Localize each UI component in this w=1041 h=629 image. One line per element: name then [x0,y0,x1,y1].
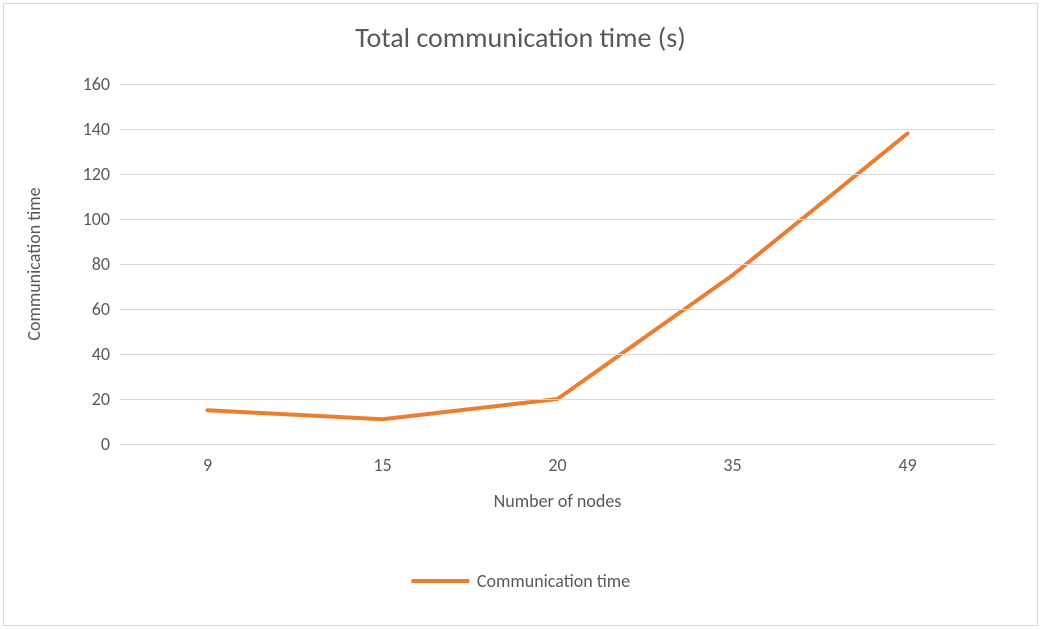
x-tick-label: 20 [548,454,566,476]
gridline [120,219,995,220]
x-tick-label: 35 [723,454,741,476]
chart-container: Total communication time (s) Communicati… [0,0,1041,629]
y-axis-title: Communication time [23,187,45,340]
y-tick-label: 0 [70,433,110,455]
gridline [120,399,995,400]
x-tick-label: 9 [203,454,212,476]
gridline [120,174,995,175]
legend: Communication time [411,570,630,592]
legend-label: Communication time [477,570,630,592]
gridline [120,264,995,265]
plot-area [120,84,995,444]
y-tick-label: 20 [70,388,110,410]
gridline [120,354,995,355]
x-tick-label: 49 [898,454,916,476]
gridline [120,84,995,85]
y-tick-label: 140 [70,118,110,140]
y-tick-label: 160 [70,73,110,95]
gridline [120,129,995,130]
gridline [120,444,995,445]
y-tick-label: 80 [70,253,110,275]
y-tick-label: 100 [70,208,110,230]
y-tick-label: 40 [70,343,110,365]
x-tick-label: 15 [373,454,391,476]
chart-title: Total communication time (s) [0,20,1041,55]
x-axis-title: Number of nodes [494,490,622,512]
y-tick-label: 120 [70,163,110,185]
y-tick-label: 60 [70,298,110,320]
legend-line [411,579,469,583]
gridline [120,309,995,310]
